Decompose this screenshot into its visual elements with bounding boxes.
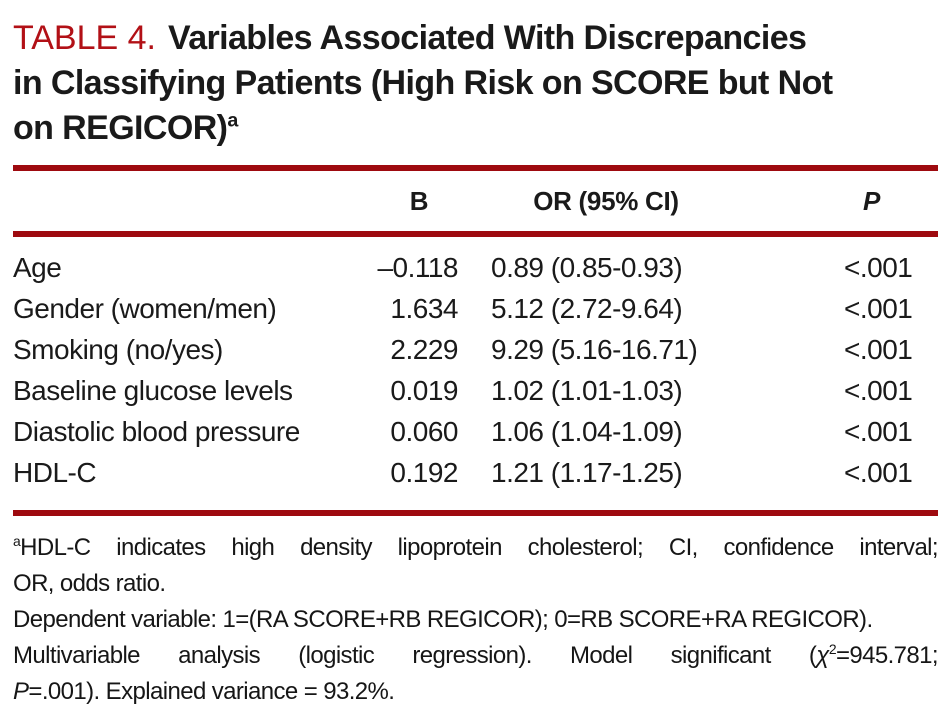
table-row-hdl-c: HDL-C 0.192 1.21 (1.17-1.25) <.001 — [13, 452, 938, 493]
title-text-3: on REGICOR) — [13, 109, 228, 147]
table-title: TABLE 4. Variables Associated With Discre… — [13, 16, 939, 151]
chi-squared-exponent: 2 — [828, 641, 837, 657]
row-p-value: <.001 — [844, 456, 913, 488]
row-b-value: 0.060 — [390, 415, 458, 447]
footnote-variance-text: =.001). Explained variance = 93.2%. — [28, 678, 395, 705]
p-symbol: P — [13, 678, 29, 705]
column-header-p: P — [863, 185, 881, 216]
footnote-model-pre: Multivariable analysis (logistic regress… — [13, 642, 817, 669]
footnote-model-line-2: P=.001). Explained variance = 93.2%. — [13, 674, 938, 710]
table-footnotes: aHDL-C indicates high density lipoprotei… — [13, 530, 939, 710]
table-row-baseline-glucose: Baseline glucose levels 0.019 1.02 (1.01… — [13, 370, 938, 411]
row-variable: HDL-C — [13, 456, 97, 488]
row-or-ci-value: 0.89 (0.85-0.93) — [491, 251, 683, 283]
table-row-gender: Gender (women/men) 1.634 5.12 (2.72-9.64… — [13, 288, 938, 329]
column-header-or-ci: OR (95% CI) — [533, 185, 679, 216]
row-or-ci-value: 1.21 (1.17-1.25) — [491, 456, 683, 488]
footnote-model-line-1: Multivariable analysis (logistic regress… — [13, 638, 939, 674]
row-b-value: 2.229 — [390, 333, 458, 365]
row-or-ci-value: 1.02 (1.01-1.03) — [491, 374, 683, 406]
row-p-value: <.001 — [844, 374, 913, 406]
table-body: Age –0.118 0.89 (0.85-0.93) <.001 Gender… — [13, 237, 939, 510]
row-p-value: <.001 — [844, 292, 913, 324]
footnote-abbreviations-line-2: OR, odds ratio. — [13, 570, 166, 597]
row-b-value: 0.192 — [390, 456, 458, 488]
table-row-diastolic-bp: Diastolic blood pressure 0.060 1.06 (1.0… — [13, 411, 938, 452]
title-line-3: on REGICOR)a — [13, 106, 939, 151]
title-text-1: Variables Associated With Discrepancies — [168, 19, 807, 57]
row-or-ci-value: 5.12 (2.72-9.64) — [491, 292, 683, 324]
row-variable: Age — [13, 251, 62, 283]
row-p-value: <.001 — [844, 415, 913, 447]
table-row-smoking: Smoking (no/yes) 2.229 9.29 (5.16-16.71)… — [13, 329, 938, 370]
table-header-rule — [13, 231, 938, 237]
row-or-ci-value: 1.06 (1.04-1.09) — [491, 415, 683, 447]
row-variable: Baseline glucose levels — [13, 374, 293, 406]
row-p-value: <.001 — [844, 333, 913, 365]
row-b-value: –0.118 — [377, 251, 458, 283]
row-variable: Smoking (no/yes) — [13, 333, 223, 365]
row-b-value: 0.019 — [390, 374, 458, 406]
row-variable: Diastolic blood pressure — [13, 415, 300, 447]
title-line-1: TABLE 4. Variables Associated With Discre… — [13, 16, 939, 61]
table-row-age: Age –0.118 0.89 (0.85-0.93) <.001 — [13, 247, 938, 288]
footnote-abbrev-text: HDL-C indicates high density lipoprotein… — [20, 534, 938, 561]
row-p-value: <.001 — [844, 251, 913, 283]
column-header-b: B — [409, 185, 429, 216]
row-or-ci-value: 9.29 (5.16-16.71) — [491, 333, 698, 365]
table-header-row: B OR (95% CI) P — [13, 171, 938, 231]
footnote-model-value: =945.781; — [835, 642, 939, 669]
footnote-dependent-variable: Dependent variable: 1=(RA SCORE+RB REGIC… — [13, 606, 873, 633]
table-number-label: TABLE 4. — [13, 19, 156, 57]
row-b-value: 1.634 — [390, 292, 458, 324]
table-bottom-rule — [13, 510, 938, 516]
title-footnote-marker: a — [227, 109, 238, 132]
title-line-2: in Classifying Patients (High Risk on SC… — [13, 64, 833, 102]
table-top-rule — [13, 165, 938, 171]
chi-symbol: χ — [816, 642, 829, 669]
row-variable: Gender (women/men) — [13, 292, 277, 324]
footnote-abbreviations-line-1: aHDL-C indicates high density lipoprotei… — [13, 530, 939, 566]
footnote-marker-a: a — [13, 533, 21, 549]
